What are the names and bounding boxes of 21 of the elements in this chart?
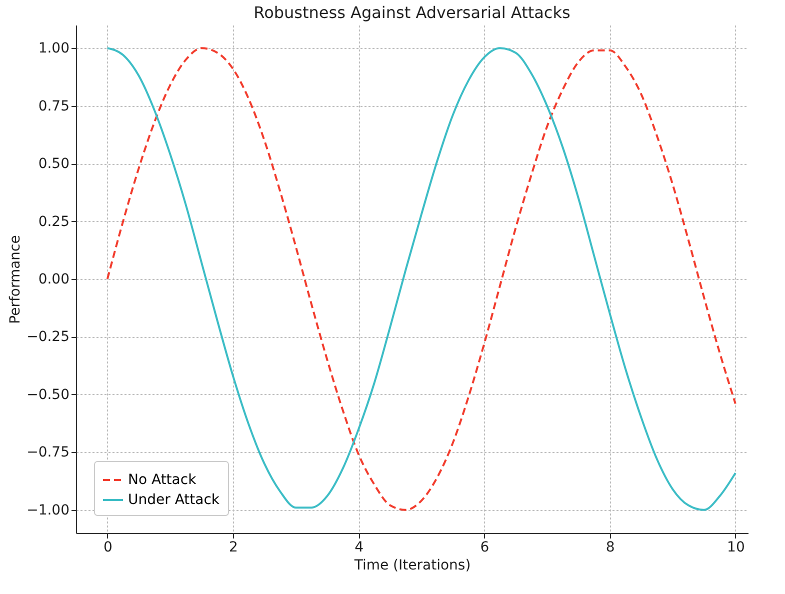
y-tick-label: 0.25	[38, 214, 70, 230]
y-tick-label: 1.00	[38, 40, 70, 57]
x-tick-label: 2	[229, 540, 238, 556]
x-tick-label: 6	[480, 540, 490, 556]
x-tick-label: 0	[103, 540, 112, 556]
x-tick-label: 10	[727, 540, 745, 556]
y-tick-label: 0.00	[38, 272, 70, 288]
y-tick-label: −0.75	[26, 444, 70, 461]
y-tick-label: −0.50	[26, 386, 70, 403]
chart-title: Robustness Against Adversarial Attacks	[254, 3, 570, 22]
x-tick-label: 4	[354, 540, 364, 556]
x-axis-title: Time (Iterations)	[353, 558, 471, 574]
x-tick-label: 8	[606, 540, 615, 556]
legend-label: Under Attack	[128, 492, 220, 508]
legend-label: No Attack	[128, 472, 198, 488]
y-tick-label: −1.00	[26, 502, 70, 518]
y-tick-label: 0.50	[38, 156, 70, 172]
y-tick-label: −0.25	[26, 329, 70, 346]
y-axis-title: Performance	[8, 235, 24, 324]
y-tick-label: 0.75	[38, 98, 70, 114]
line-series	[106, 47, 736, 511]
